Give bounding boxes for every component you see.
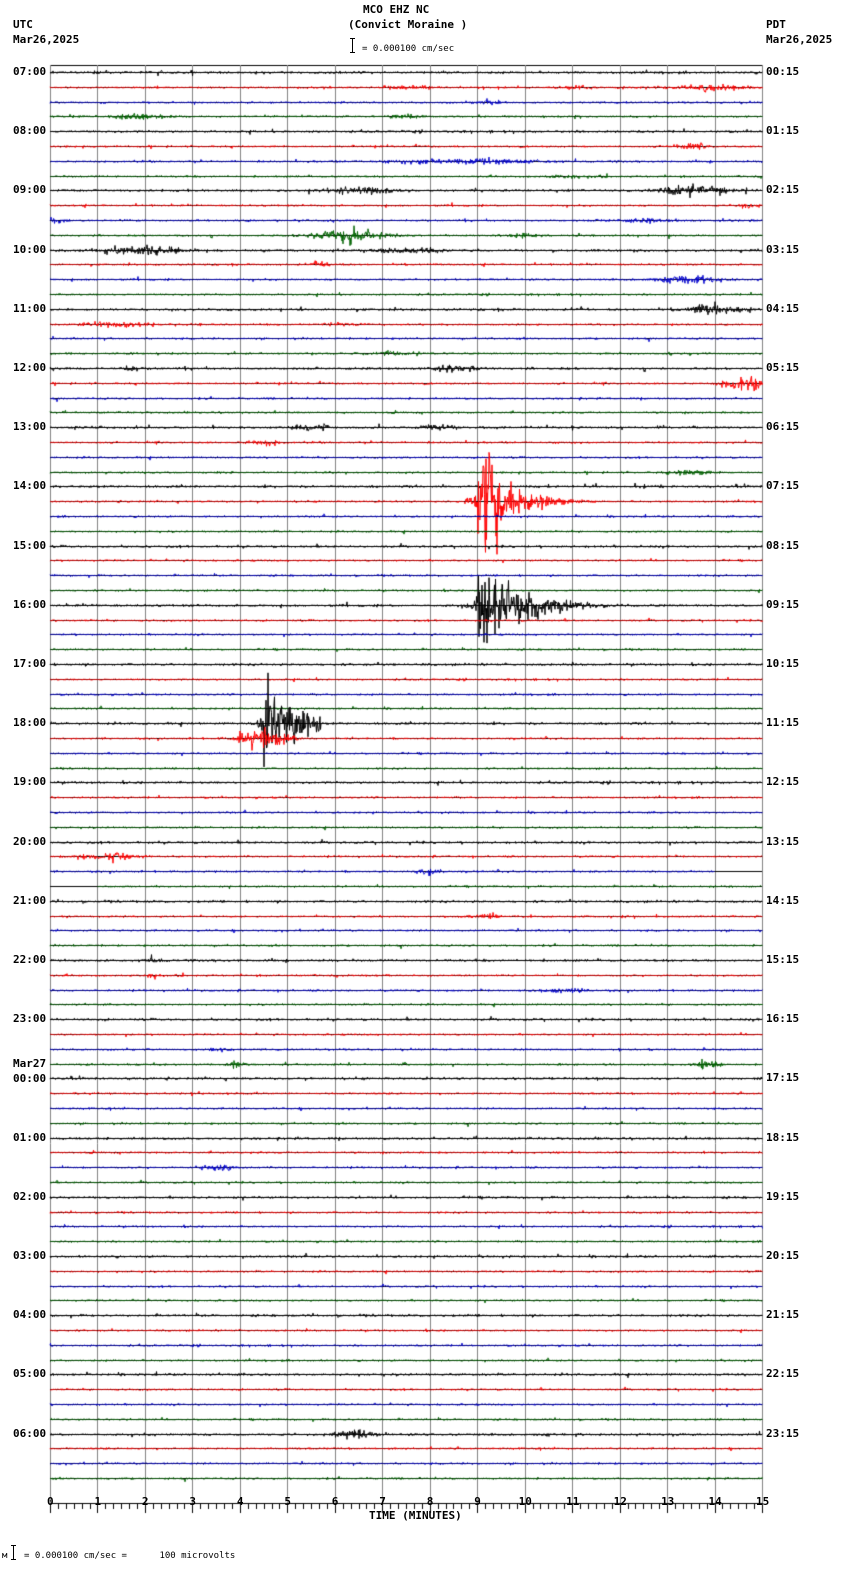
utc-hour-label: 09:00 [13, 183, 47, 197]
pdt-hour-label: 00:15 [766, 65, 800, 78]
pdt-hour-label: 14:15 [766, 893, 800, 907]
pdt-hour-label: 23:15 [766, 1426, 800, 1440]
pdt-hour-label: 17:15 [766, 1071, 800, 1085]
pdt-hour-label: 18:15 [766, 1130, 800, 1144]
utc-hour-label: 01:00 [13, 1130, 47, 1144]
utc-hour-label: 17:00 [13, 657, 47, 670]
utc-hour-label: 21:00 [13, 893, 47, 907]
pdt-hour-label: 20:15 [766, 1249, 800, 1262]
pdt-hour-label: 08:15 [766, 538, 800, 552]
x-tick-label: 8 [426, 1495, 434, 1508]
utc-hour-label: 08:00 [13, 124, 47, 138]
utc-hour-label: 23:00 [13, 1012, 47, 1026]
pdt-hour-label: 01:15 [766, 124, 800, 138]
utc-hour-label: 06:00 [13, 1426, 47, 1440]
pdt-hour-label: 16:15 [766, 1012, 800, 1026]
x-tick-label: 5 [284, 1495, 291, 1508]
x-tick-label: 13 [661, 1495, 675, 1508]
pdt-hour-label: 05:15 [766, 361, 800, 374]
footer-scale-prefix: м [2, 1551, 8, 1561]
utc-hour-label: 19:00 [13, 775, 47, 789]
x-tick-label: 14 [708, 1495, 722, 1508]
utc-hour-label: 15:00 [13, 538, 47, 552]
x-tick-label: 11 [566, 1495, 580, 1508]
pdt-hour-label: 11:15 [766, 716, 800, 730]
pdt-hour-label: 21:15 [766, 1308, 800, 1322]
footer-scale-bar-icon [11, 1545, 16, 1560]
utc-hour-label: 11:00 [13, 301, 47, 315]
x-tick-label: 3 [189, 1495, 197, 1508]
pdt-hour-label: 03:15 [766, 242, 800, 256]
utc-hour-label: 13:00 [13, 420, 47, 434]
pdt-hour-label: 12:15 [766, 775, 800, 789]
utc-hour-label: Mar27 00:00 [13, 1057, 47, 1086]
x-tick-label: 6 [331, 1495, 339, 1508]
pdt-hour-label: 22:15 [766, 1367, 800, 1381]
pdt-hour-label: 09:15 [766, 597, 800, 611]
utc-hour-label: 20:00 [13, 834, 47, 848]
pdt-hour-label: 04:15 [766, 301, 800, 315]
x-tick-label: 4 [236, 1495, 244, 1508]
x-tick-label: 7 [379, 1495, 386, 1508]
utc-hour-label: 07:00 [13, 65, 47, 78]
x-tick-label: 10 [518, 1495, 532, 1508]
utc-hour-label: 22:00 [13, 953, 47, 966]
utc-hour-label: 03:00 [13, 1249, 47, 1262]
x-tick-label: 2 [141, 1495, 149, 1508]
pdt-hour-label: 07:15 [766, 479, 800, 493]
x-tick-label: 9 [474, 1495, 481, 1508]
utc-hour-label: 04:00 [13, 1308, 47, 1322]
utc-hour-label: 12:00 [13, 361, 47, 374]
x-tick-label: 1 [94, 1495, 102, 1508]
utc-hour-label: 05:00 [13, 1367, 47, 1381]
footer-scale-text: = 0.000100 cm/sec = 100 microvolts [24, 1551, 236, 1561]
pdt-hour-label: 06:15 [766, 420, 800, 434]
pdt-hour-label: 02:15 [766, 183, 800, 197]
x-tick-label: 0 [47, 1495, 54, 1508]
x-axis-label: TIME (MINUTES) [369, 1509, 462, 1522]
pdt-hour-label: 19:15 [766, 1189, 800, 1203]
x-tick-label: 15 [756, 1495, 770, 1508]
utc-hour-label: 18:00 [13, 716, 47, 730]
utc-hour-label: 16:00 [13, 597, 47, 611]
utc-hour-label: 14:00 [13, 479, 47, 493]
utc-hour-label: 10:00 [13, 242, 47, 256]
pdt-hour-label: 15:15 [766, 953, 800, 966]
pdt-hour-label: 13:15 [766, 834, 800, 848]
utc-hour-label: 02:00 [13, 1189, 47, 1203]
pdt-hour-label: 10:15 [766, 657, 800, 670]
x-tick-label: 12 [613, 1495, 627, 1508]
